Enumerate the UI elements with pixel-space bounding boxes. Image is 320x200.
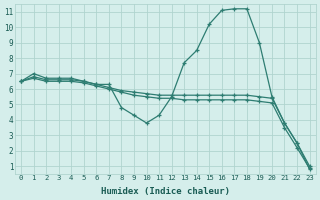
X-axis label: Humidex (Indice chaleur): Humidex (Indice chaleur) [101,187,230,196]
